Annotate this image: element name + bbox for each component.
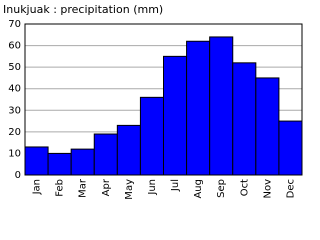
x-tick-label: Feb	[55, 179, 66, 197]
y-tick-label: 10	[8, 148, 21, 159]
bar	[186, 40, 211, 176]
bar	[47, 152, 72, 176]
bar	[278, 120, 303, 176]
bar	[209, 36, 234, 176]
plot-frame	[24, 23, 303, 176]
x-tick-label: Jun	[147, 179, 158, 196]
y-tick-label: 60	[8, 41, 21, 52]
bar	[139, 96, 165, 176]
bar	[163, 55, 188, 176]
y-tick-label: 40	[8, 84, 21, 95]
x-tick-label: Mar	[78, 178, 89, 198]
x-tick-label: Jul	[170, 179, 181, 192]
x-tick-label: Apr	[101, 178, 112, 196]
x-tick-label: Jan	[32, 179, 43, 195]
x-tick-label: Nov	[262, 179, 273, 199]
y-tick-label: 0	[15, 170, 21, 181]
y-tick-label: 50	[8, 62, 21, 73]
bar	[24, 146, 49, 176]
x-tick-label: Oct	[239, 179, 250, 196]
x-tick-label: Sep	[216, 179, 227, 198]
x-tick-label: Dec	[285, 179, 296, 198]
x-tick-label: Aug	[193, 179, 204, 199]
y-tick-label: 20	[8, 127, 21, 138]
chart: Inukjuak : precipitation (mm) 0 10 20 30 40 5…	[3, 3, 303, 200]
bar	[116, 124, 141, 176]
y-tick-label: 30	[8, 105, 21, 116]
chart-title: Inukjuak : precipitation (mm)	[3, 3, 163, 16]
bar	[232, 62, 257, 176]
bar	[93, 133, 118, 176]
x-tick-label: May	[124, 179, 135, 200]
bar	[70, 148, 95, 176]
y-tick-label: 70	[8, 19, 21, 30]
bar	[255, 77, 280, 176]
